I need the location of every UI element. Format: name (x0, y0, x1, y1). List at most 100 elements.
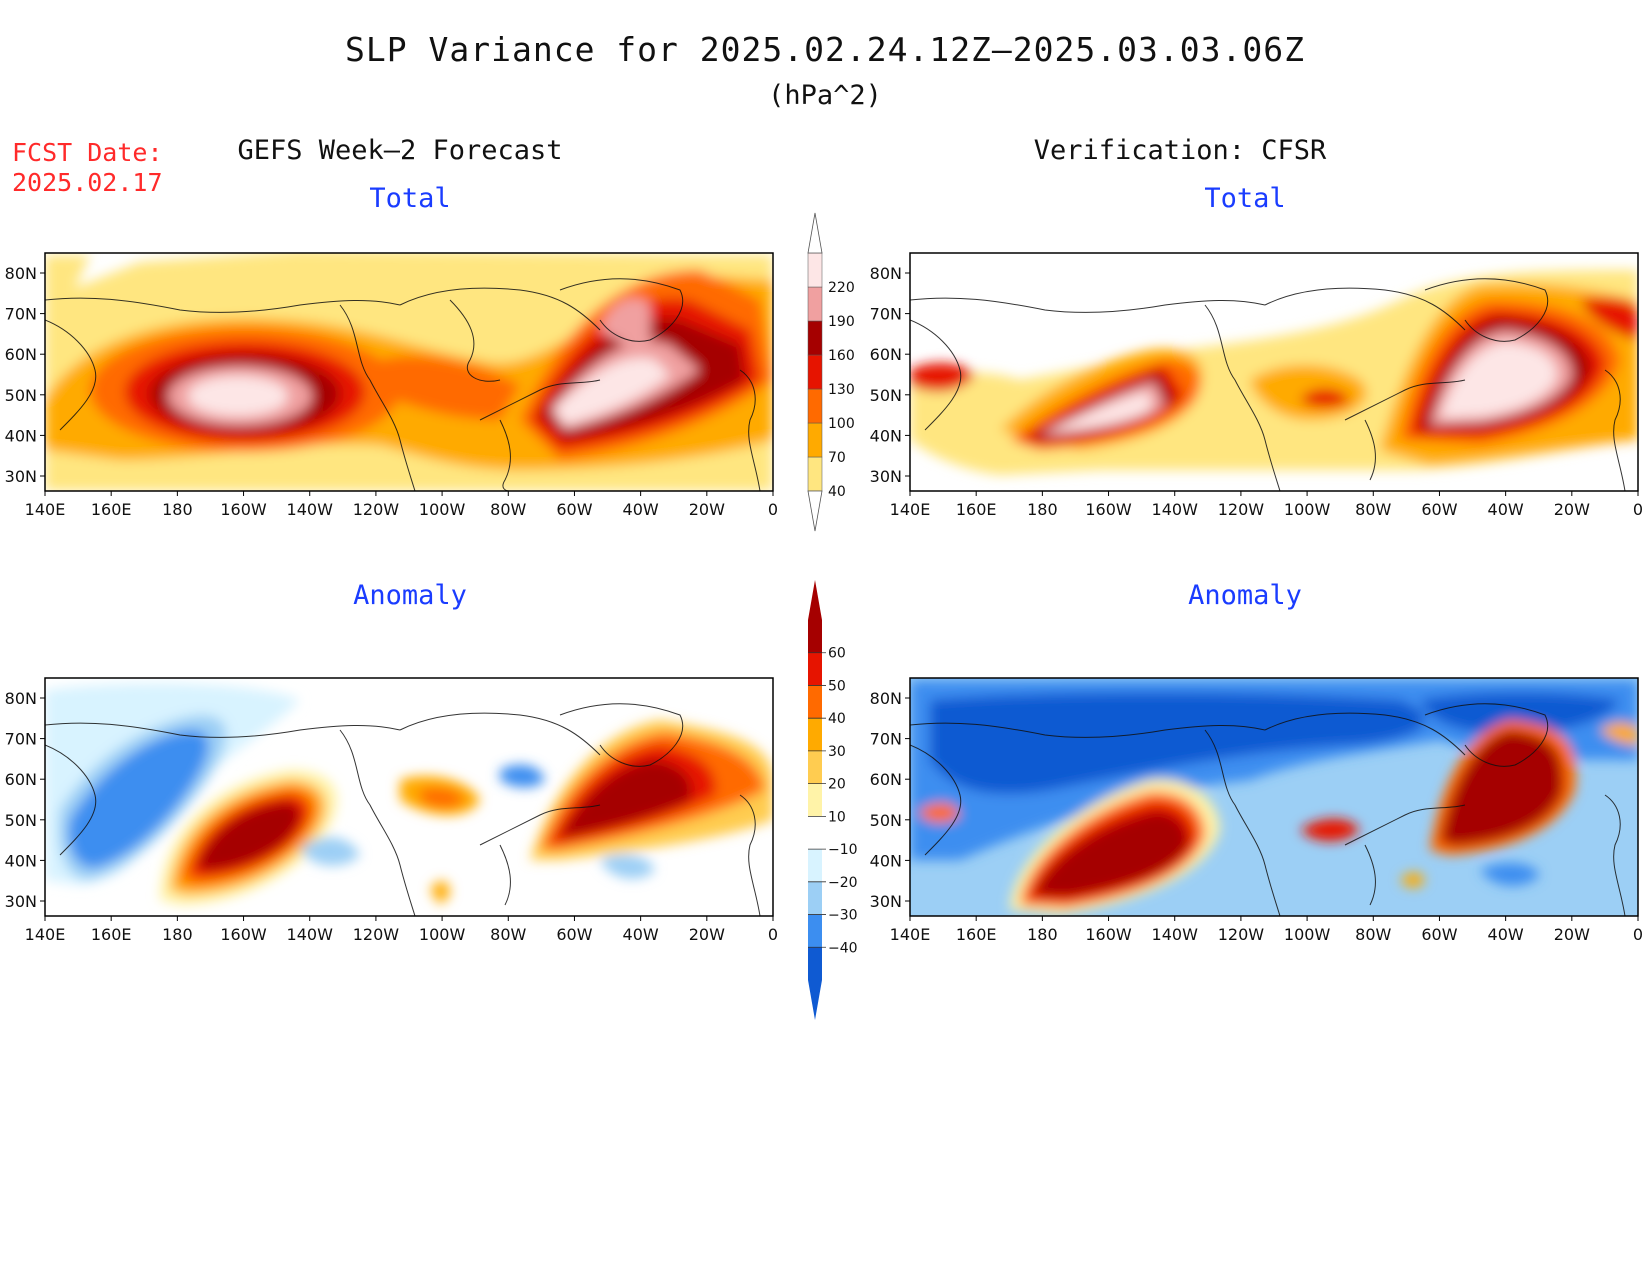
map-frame-bottom-right (909, 677, 1639, 917)
lon-tick-label-top-left: 120W (353, 500, 400, 519)
anomaly-colorbar: 60 50 40 30 20 10 −10 −20 −30 −40 (808, 580, 858, 1020)
lon-tick-label-bottom-left: 100W (419, 925, 466, 944)
lat-tick-label-bottom-right: 50N (870, 811, 902, 830)
forecast-date-block: FCST Date: 2025.02.17 (12, 138, 163, 198)
panel-title-bottom-right: Anomaly (1188, 580, 1302, 611)
total-colorbar-top-arrow (807, 212, 823, 254)
units-label: (hPa^2) (768, 80, 882, 111)
lon-tick-label-top-left: 140E (25, 500, 66, 519)
anomaly-colorbar-label: 60 (828, 646, 846, 662)
total-colorbar-swatch (807, 422, 823, 458)
panel-title-top-right: Total (1204, 183, 1286, 214)
lon-tick-label-bottom-left: 120W (353, 925, 400, 944)
lon-tick-label-bottom-right: 60W (1421, 925, 1457, 944)
forecast-date-label: FCST Date: (12, 138, 163, 167)
lon-tick-label-top-left: 100W (419, 500, 466, 519)
anomaly-colorbar-label: 20 (828, 777, 846, 793)
lat-tick-label-bottom-right: 70N (870, 730, 902, 749)
total-colorbar-label: 70 (828, 450, 846, 466)
lon-tick-label-top-left: 0 (768, 500, 778, 519)
anomaly-colorbar-swatch (808, 620, 822, 653)
axis-labels: 80N 70N 60N 50N 40N 30N 140E 160E 180 160W 140W 120… (5, 264, 1643, 944)
lon-tick-label-top-right: 100W (1284, 500, 1331, 519)
total-colorbar-label: 160 (828, 348, 855, 364)
anomaly-colorbar-swatch (808, 783, 822, 817)
total-colorbar-label: 220 (828, 280, 855, 296)
lon-tick-label-bottom-right: 160E (956, 925, 997, 944)
lon-tick-label-top-left: 180 (162, 500, 193, 519)
lon-tick-label-bottom-left: 40W (623, 925, 659, 944)
lon-tick-label-top-right: 80W (1355, 500, 1391, 519)
lon-tick-label-bottom-left: 140W (287, 925, 334, 944)
anomaly-colorbar-label: −30 (828, 908, 858, 924)
panel-title-top-left: Total (369, 183, 451, 214)
anomaly-colorbar-bottom-arrow (808, 980, 822, 1020)
anomaly-colorbar-swatch (808, 881, 822, 915)
lat-tick-label-top-right: 80N (870, 264, 902, 283)
lon-tick-label-top-right: 160E (956, 500, 997, 519)
lat-tick-label-bottom-left: 80N (5, 689, 37, 708)
lon-tick-label-top-right: 60W (1421, 500, 1457, 519)
map-cfsr-total (910, 253, 1638, 491)
lon-tick-label-bottom-left: 160W (220, 925, 267, 944)
map-frame-top-left (44, 252, 774, 492)
map-frame-top-right (909, 252, 1639, 492)
lon-tick-label-top-left: 160W (220, 500, 267, 519)
lon-tick-label-bottom-right: 40W (1488, 925, 1524, 944)
anomaly-colorbar-swatch (808, 652, 822, 686)
lat-tick-label-top-right: 70N (870, 305, 902, 324)
lon-tick-label-bottom-left: 80W (490, 925, 526, 944)
map-cfsr-anomaly (910, 678, 1638, 916)
anomaly-colorbar-swatch (808, 718, 822, 751)
lon-tick-label-bottom-right: 120W (1218, 925, 1265, 944)
total-colorbar-label: 100 (828, 416, 855, 432)
lat-tick-label-bottom-right: 30N (870, 892, 902, 911)
lon-tick-label-bottom-right: 0 (1633, 925, 1643, 944)
lon-tick-label-top-left: 40W (623, 500, 659, 519)
lon-tick-label-bottom-left: 0 (768, 925, 778, 944)
total-colorbar-swatch (807, 252, 823, 288)
figure-title: SLP Variance for 2025.02.24.12Z–2025.03.… (345, 30, 1305, 69)
lat-tick-label-top-left: 60N (5, 345, 37, 364)
total-colorbar-swatch (807, 286, 823, 322)
lon-tick-label-bottom-right: 160W (1085, 925, 1132, 944)
anomaly-colorbar-label: 40 (828, 711, 846, 727)
lat-tick-label-top-right: 60N (870, 345, 902, 364)
lon-tick-label-bottom-right: 20W (1554, 925, 1590, 944)
anomaly-colorbar-label: 10 (828, 809, 846, 825)
total-colorbar-bottom-arrow (807, 490, 823, 532)
map-frame-bottom-left (44, 677, 774, 917)
lon-tick-label-bottom-right: 180 (1027, 925, 1058, 944)
panel-title-bottom-left: Anomaly (353, 580, 467, 611)
lon-tick-label-bottom-left: 60W (556, 925, 592, 944)
lat-tick-label-bottom-left: 40N (5, 851, 37, 870)
lat-tick-label-bottom-left: 60N (5, 770, 37, 789)
anomaly-colorbar-top-arrow (808, 580, 822, 620)
lon-tick-label-bottom-left: 180 (162, 925, 193, 944)
total-colorbar-swatch (807, 456, 823, 492)
lon-tick-label-bottom-right: 80W (1355, 925, 1391, 944)
anomaly-colorbar-label: 50 (828, 678, 846, 694)
anomaly-colorbar-swatch (808, 816, 822, 850)
lon-tick-label-bottom-left: 160E (91, 925, 132, 944)
lon-tick-label-top-right: 160W (1085, 500, 1132, 519)
lat-tick-label-bottom-right: 40N (870, 851, 902, 870)
total-colorbar-label: 40 (828, 484, 846, 500)
total-colorbar-swatch (807, 388, 823, 424)
lat-tick-label-bottom-left: 50N (5, 811, 37, 830)
left-column-header: GEFS Week–2 Forecast (237, 135, 563, 166)
lon-tick-label-bottom-right: 100W (1284, 925, 1331, 944)
total-colorbar-label: 130 (828, 382, 855, 398)
forecast-date-value: 2025.02.17 (12, 168, 163, 197)
lon-tick-label-top-left: 140W (287, 500, 334, 519)
anomaly-colorbar-swatch (808, 685, 822, 719)
anomaly-colorbar-label: −40 (828, 940, 858, 956)
lat-tick-label-top-right: 30N (870, 467, 902, 486)
anomaly-colorbar-swatch (808, 914, 822, 948)
lon-tick-label-top-right: 40W (1488, 500, 1524, 519)
lat-tick-label-bottom-right: 80N (870, 689, 902, 708)
lon-tick-label-top-right: 180 (1027, 500, 1058, 519)
anomaly-colorbar-swatch (808, 947, 822, 980)
lat-tick-label-top-right: 40N (870, 426, 902, 445)
